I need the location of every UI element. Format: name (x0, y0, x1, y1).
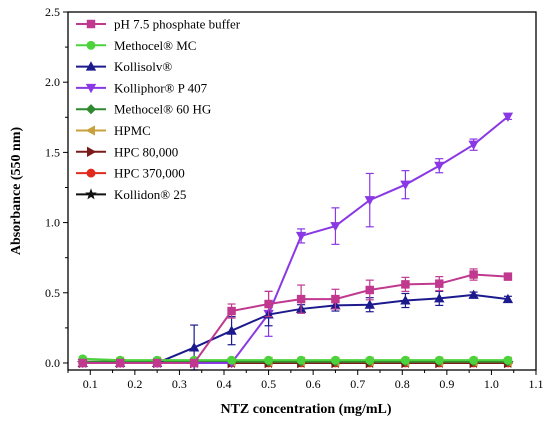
legend-entry-7: HPC 80,000 (76, 144, 178, 159)
data-point (365, 355, 375, 365)
series-line (82, 293, 509, 364)
legend-marker (85, 83, 97, 94)
y-axis-title: Absorbance (550 nm) (9, 127, 24, 256)
legend-label: pH 7.5 phosphate buffer (114, 17, 241, 32)
legend-entry-4: Kolliphor® P 407 (76, 80, 208, 95)
data-point (296, 294, 306, 304)
data-point (364, 196, 375, 206)
data-point (400, 295, 411, 305)
data-point (434, 293, 445, 303)
legend-label: Kolliphor® P 407 (114, 80, 208, 95)
data-point (189, 358, 199, 368)
y-tick-label: 0.5 (45, 286, 60, 300)
legend-label: HPC 370,000 (114, 166, 185, 181)
y-tick-label: 1.0 (45, 216, 60, 230)
data-point (264, 299, 273, 309)
x-tick-label: 0.4 (217, 377, 232, 391)
y-tick-label: 2.5 (45, 5, 60, 19)
legend-marker (85, 125, 95, 136)
data-point (468, 140, 479, 150)
legend-label: Kollidon® 25 (114, 187, 186, 202)
y-tick-label: 2.0 (45, 75, 60, 89)
legend-label: HPMC (114, 123, 151, 138)
data-point (78, 358, 87, 368)
x-tick-label: 0.3 (172, 377, 187, 391)
plot-frame (67, 11, 537, 371)
y-tick-label: 0.0 (45, 356, 60, 370)
legend-entry-1: pH 7.5 phosphate buffer (76, 17, 241, 32)
legend-entry-9: Kollidon® 25 (76, 187, 186, 202)
legend-marker (86, 168, 96, 178)
data-point (227, 306, 236, 316)
x-tick-label: 0.8 (395, 377, 410, 391)
data-point (296, 355, 306, 365)
series-line (82, 273, 508, 364)
axes: NTZ concentration (mg/mL) Absorbance (55… (9, 5, 544, 417)
data-point (468, 289, 479, 299)
x-axis-title: NTZ concentration (mg/mL) (220, 402, 391, 417)
series-1 (78, 268, 513, 368)
legend-marker (85, 188, 97, 200)
plot-area (76, 112, 514, 371)
x-tick-label: 1.0 (484, 377, 499, 391)
legend-label: HPC 80,000 (114, 144, 178, 159)
x-tick-label: 1.1 (529, 377, 544, 391)
data-point (401, 280, 410, 289)
data-point (227, 355, 237, 365)
data-point (226, 325, 237, 335)
data-point (264, 355, 274, 365)
data-point (469, 355, 479, 365)
legend-label: Methocel® MC (114, 38, 196, 53)
data-point (469, 270, 478, 279)
data-point (188, 342, 200, 352)
legend-marker (86, 40, 96, 50)
x-tick-label: 0.1 (83, 377, 98, 391)
data-point (365, 285, 374, 295)
x-tick-label: 0.7 (350, 377, 365, 391)
data-point (115, 358, 125, 368)
data-point (331, 294, 340, 304)
x-tick-label: 0.5 (261, 377, 276, 391)
data-point (400, 355, 410, 365)
legend-marker (85, 61, 97, 71)
data-point (503, 355, 513, 365)
legend-entry-3: Kollisolv® (76, 59, 172, 74)
legend-entry-2: Methocel® MC (76, 38, 196, 53)
legend-entry-8: HPC 370,000 (76, 166, 185, 181)
data-point (295, 231, 307, 242)
data-point (330, 222, 341, 232)
legend: pH 7.5 phosphate buffer Methocel® MC Kolli… (76, 17, 241, 202)
data-point (502, 112, 514, 122)
x-tick-label: 0.6 (306, 377, 321, 391)
data-point (434, 161, 445, 172)
data-point (152, 358, 162, 368)
series-line (82, 357, 508, 362)
legend-label: Kollisolv® (114, 59, 172, 74)
legend-label: Methocel® 60 HG (114, 102, 211, 117)
data-point (503, 272, 513, 281)
x-tick-label: 0.2 (127, 377, 142, 391)
legend-marker (87, 146, 97, 157)
data-point (400, 180, 411, 191)
series-3 (77, 289, 514, 371)
data-point (502, 293, 514, 304)
data-point (364, 299, 375, 309)
legend-marker (85, 104, 97, 115)
data-point (434, 355, 444, 365)
legend-entry-6: HPMC (76, 123, 151, 138)
series-5 (77, 356, 513, 367)
y-tick-label: 1.5 (45, 145, 60, 159)
x-tick-label: 0.9 (439, 377, 454, 391)
legend-entry-5: Methocel® 60 HG (76, 102, 211, 117)
legend-marker (86, 19, 96, 29)
data-point (330, 355, 340, 365)
data-point (435, 279, 444, 288)
